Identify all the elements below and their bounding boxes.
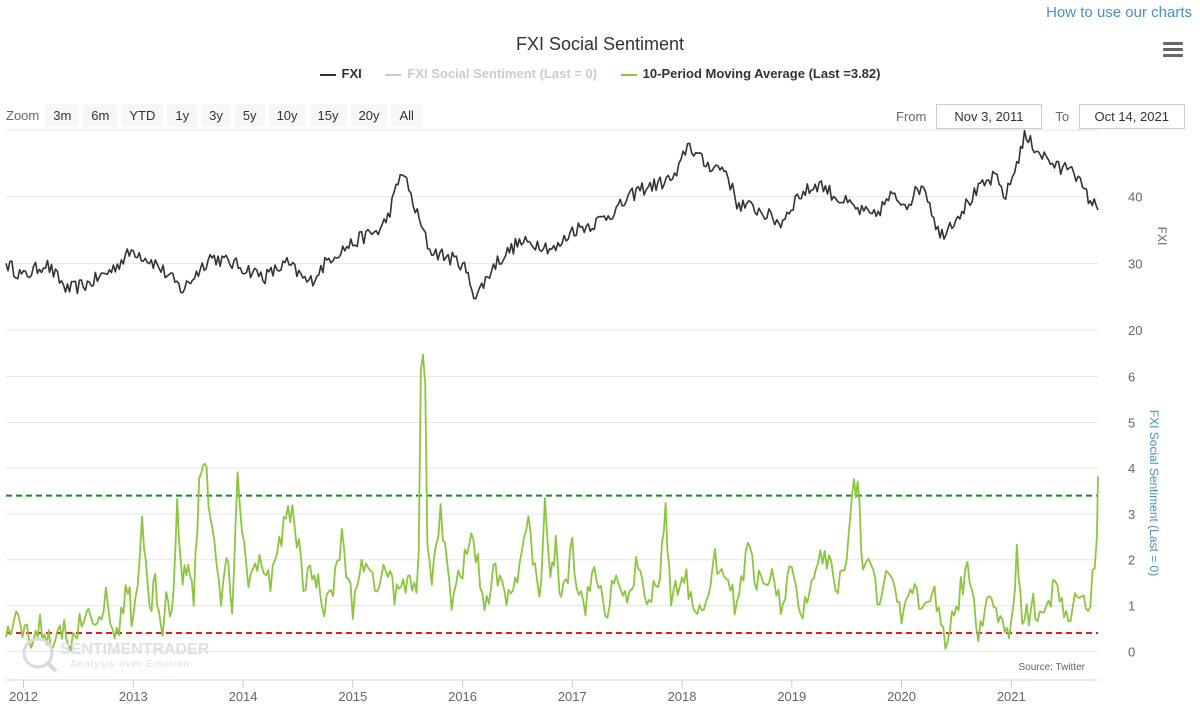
x-tick-label: 2012 — [9, 689, 38, 704]
x-tick-label: 2017 — [558, 689, 587, 704]
x-tick-label: 2021 — [997, 689, 1026, 704]
sentiment-tick-label: 2 — [1128, 553, 1135, 568]
legend: FXI FXI Social Sentiment (Last = 0) 10-P… — [0, 66, 1200, 81]
zoom-toolbar: Zoom 3m 6m YTD 1y 3y 5y 10y 15y 20y All — [6, 104, 426, 127]
sentiment-axis-title: FXI Social Sentiment (Last = 0) — [1147, 410, 1161, 576]
to-date-input[interactable]: Oct 14, 2021 — [1078, 104, 1185, 129]
x-tick-label: 2013 — [119, 689, 148, 704]
zoom-button-10y[interactable]: 10y — [268, 104, 306, 127]
zoom-label: Zoom — [6, 108, 40, 123]
moving-average-line — [5, 353, 1099, 653]
sentiment-tick-label: 5 — [1128, 415, 1135, 430]
x-tick-label: 2019 — [777, 689, 806, 704]
x-tick-label: 2015 — [338, 689, 367, 704]
legend-swatch-fxi — [319, 73, 336, 76]
zoom-button-15y[interactable]: 15y — [309, 104, 347, 127]
watermark-logo-handle — [46, 661, 58, 673]
legend-item-fxi[interactable]: FXI — [319, 66, 362, 81]
zoom-button-3y[interactable]: 3y — [201, 104, 231, 127]
watermark-logo-icon — [22, 637, 54, 669]
watermark-text: SENTIMENTRADER — [60, 641, 210, 658]
sentiment-tick-label: 0 — [1128, 644, 1135, 659]
sentiment-tick-label: 4 — [1128, 461, 1135, 476]
zoom-button-ytd[interactable]: YTD — [121, 104, 164, 127]
x-tick-label: 2020 — [887, 689, 916, 704]
fxi-tick-label: 20 — [1128, 323, 1142, 338]
chart-title: FXI Social Sentiment — [515, 34, 685, 54]
legend-swatch-sentiment — [385, 73, 402, 76]
legend-label-moving-average: 10-Period Moving Average (Last =3.82) — [642, 66, 881, 81]
x-tick-label: 2018 — [668, 689, 697, 704]
watermark-tagline: Analysis over Emotion — [70, 659, 190, 670]
zoom-button-all[interactable]: All — [391, 104, 422, 127]
source-label: Source: Twitter — [1018, 662, 1085, 673]
fxi-axis-title: FXI — [1155, 227, 1169, 246]
legend-item-moving-average[interactable]: 10-Period Moving Average (Last =3.82) — [620, 66, 881, 81]
fxi-tick-label: 40 — [1128, 190, 1142, 205]
x-tick-label: 2016 — [448, 689, 477, 704]
date-range: From Nov 3, 2011 To Oct 14, 2021 — [896, 104, 1185, 129]
how-to-use-charts-link[interactable]: How to use our charts — [1046, 4, 1192, 21]
legend-swatch-moving-average — [620, 73, 637, 76]
sentiment-tick-label: 6 — [1128, 370, 1135, 385]
legend-label-sentiment: FXI Social Sentiment (Last = 0) — [407, 66, 598, 81]
legend-label-fxi: FXI — [341, 66, 362, 81]
to-label: To — [1055, 109, 1070, 124]
fxi-price-line — [5, 129, 1099, 300]
chart-menu-icon[interactable] — [1163, 42, 1183, 58]
x-tick-label: 2014 — [229, 689, 258, 704]
legend-item-sentiment[interactable]: FXI Social Sentiment (Last = 0) — [385, 66, 597, 81]
zoom-button-6m[interactable]: 6m — [83, 104, 118, 127]
zoom-button-5y[interactable]: 5y — [234, 104, 265, 127]
from-date-input[interactable]: Nov 3, 2011 — [935, 104, 1042, 129]
zoom-button-3m[interactable]: 3m — [45, 104, 80, 127]
zoom-button-1y[interactable]: 1y — [167, 104, 198, 127]
fxi-tick-label: 30 — [1128, 256, 1142, 271]
from-label: From — [896, 109, 927, 124]
sentiment-tick-label: 1 — [1128, 598, 1135, 613]
zoom-button-20y[interactable]: 20y — [350, 104, 388, 127]
sentiment-tick-label: 3 — [1128, 507, 1135, 522]
